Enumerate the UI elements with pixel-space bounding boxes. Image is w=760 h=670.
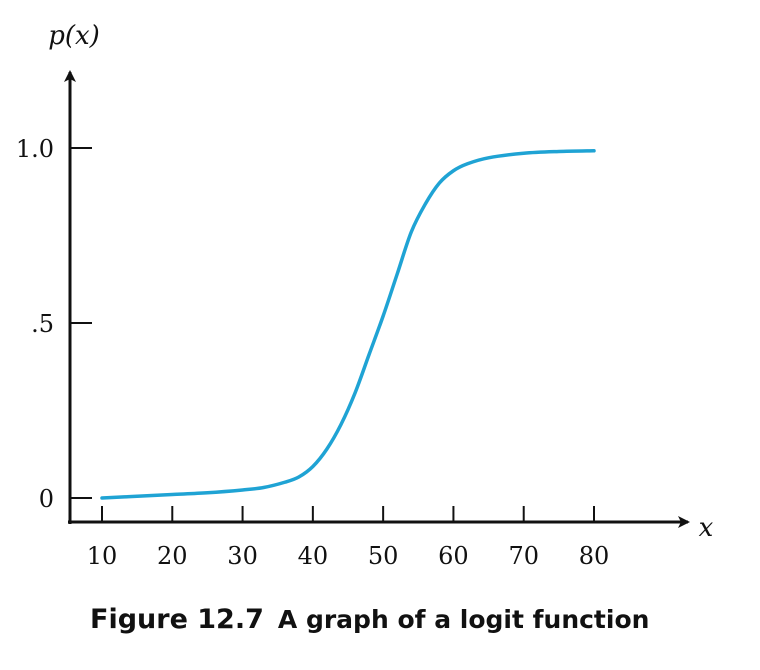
figure-number: Figure 12.7: [90, 604, 264, 635]
figure-title: A graph of a logit function: [277, 605, 650, 634]
y-tick-label: 1.0: [16, 135, 54, 163]
y-tick-label: .5: [31, 310, 54, 338]
x-tick-label: 70: [508, 542, 539, 570]
y-tick-label: 0: [39, 485, 54, 513]
logit-curve: [100, 149, 596, 500]
y-axis-label: p(x): [48, 21, 100, 51]
logit-chart: 10 20 30 40 50 60 70 80 0 .5 1.0 p(x) x: [16, 21, 714, 570]
x-tick-label: 20: [157, 542, 188, 570]
x-tick-label: 10: [87, 542, 118, 570]
x-tick-label: 40: [298, 542, 329, 570]
x-tick-label: 80: [579, 542, 610, 570]
x-tick-label: 50: [368, 542, 399, 570]
x-axis-label: x: [699, 513, 714, 543]
x-tick-label: 30: [227, 542, 258, 570]
x-tick-label: 60: [438, 542, 469, 570]
figure-caption: Figure 12.7 A graph of a logit function: [90, 604, 649, 635]
